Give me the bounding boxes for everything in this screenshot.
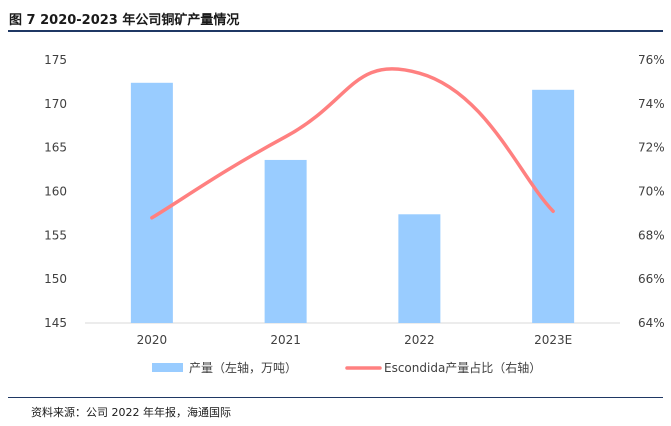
legend-label-line: Escondida产量占比（右轴） <box>384 360 541 375</box>
y-right-tick-label: 72% <box>638 141 665 155</box>
y-right-tick-label: 68% <box>638 228 665 242</box>
chart-title: 图 7 2020-2023 年公司铜矿产量情况 <box>9 13 240 28</box>
y-right-tick-label: 64% <box>638 316 665 330</box>
bar <box>532 89 575 323</box>
title-rule <box>8 30 663 32</box>
y-left-tick-label: 175 <box>44 53 67 67</box>
y-right-tick-label: 70% <box>638 185 665 199</box>
bar <box>398 214 441 323</box>
bar <box>130 82 173 323</box>
line-series-escondida-share <box>150 67 555 220</box>
y-right-tick-label: 66% <box>638 272 665 286</box>
legend-label-bar: 产量（左轴，万吨） <box>189 360 297 375</box>
y-left-axis: 145 150 155 160 165 170 175 <box>44 53 67 330</box>
bar-series <box>130 82 575 323</box>
y-left-tick-label: 165 <box>44 141 67 155</box>
y-right-tick-label: 76% <box>638 53 665 67</box>
y-left-tick-label: 150 <box>44 272 67 286</box>
y-right-axis: 64% 66% 68% 70% 72% 74% 76% <box>638 53 665 330</box>
x-tick-label: 2023E <box>534 333 572 347</box>
x-tick-label: 2020 <box>137 333 168 347</box>
x-axis: 2020 2021 2022 2023E <box>137 333 573 347</box>
legend-swatch-bar <box>152 363 183 372</box>
y-left-tick-label: 155 <box>44 228 67 242</box>
footer-rule <box>8 397 663 398</box>
y-left-tick-label: 160 <box>44 185 67 199</box>
legend: 产量（左轴，万吨） Escondida产量占比（右轴） <box>152 360 541 375</box>
x-tick-label: 2021 <box>270 333 301 347</box>
x-tick-label: 2022 <box>404 333 435 347</box>
source-note: 资料来源：公司 2022 年年报，海通国际 <box>31 406 231 419</box>
y-left-tick-label: 170 <box>44 97 67 111</box>
y-left-tick-label: 145 <box>44 316 67 330</box>
y-right-tick-label: 74% <box>638 97 665 111</box>
bar <box>264 159 307 323</box>
